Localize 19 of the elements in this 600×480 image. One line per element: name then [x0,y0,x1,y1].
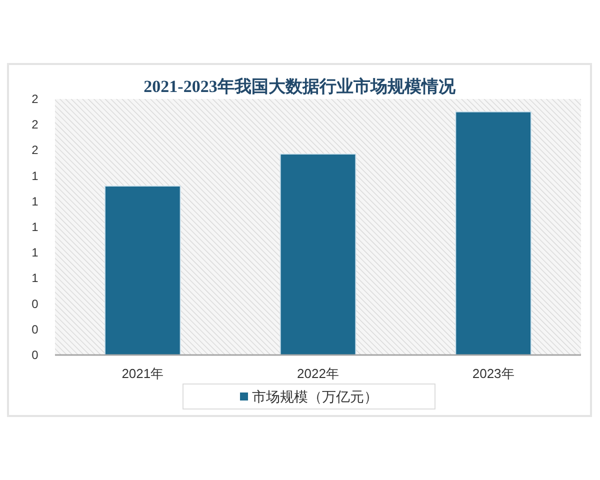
y-tick-label: 1 [32,168,39,183]
x-tick-label: 2023年 [472,366,514,381]
y-tick-label: 2 [32,92,39,106]
y-tick-label: 2 [32,118,39,132]
y-tick-label: 1 [32,246,39,260]
y-tick-label: 0 [32,348,39,362]
x-tick-label: 2022年 [297,366,339,381]
y-tick-label: 1 [32,271,39,286]
bar [104,186,181,356]
chart-title: 2021-2023年我国大数据行业市场规模情况 [144,77,456,96]
y-tick-label: 0 [32,296,39,311]
legend-label: 市场规模（万亿元） [252,388,378,404]
y-tick-label: 1 [32,194,39,208]
y-tick-label: 2 [32,143,39,158]
y-tick-label: 1 [32,220,39,234]
bar [280,154,356,356]
x-tick-label: 2021年 [122,366,164,381]
y-tick-label: 0 [32,322,39,336]
bar [455,111,532,356]
